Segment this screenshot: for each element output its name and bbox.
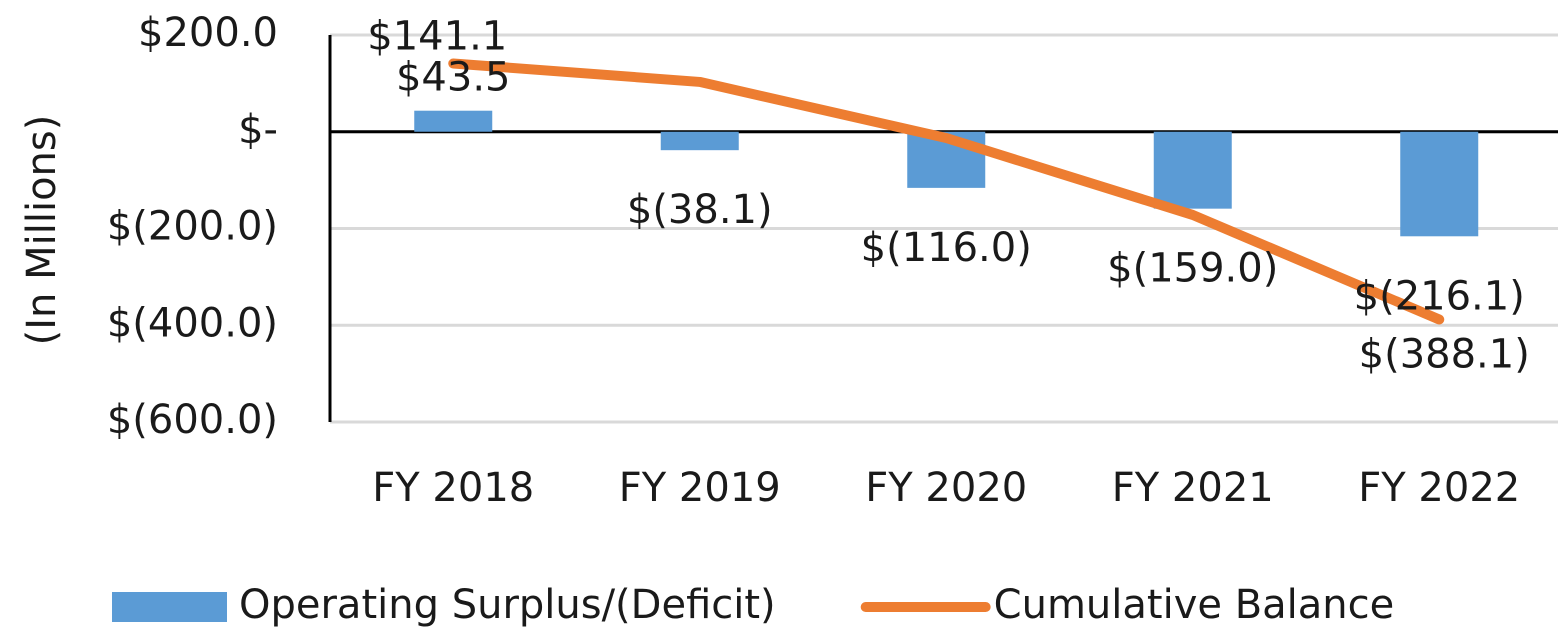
line — [448, 58, 1445, 325]
line-label: $(388.1) — [1359, 331, 1530, 377]
y-tick-label: $- — [238, 107, 278, 153]
line-label: $141.1 — [367, 13, 507, 59]
legend-label: Cumulative Balance — [994, 582, 1395, 628]
bar — [414, 110, 493, 132]
y-axis-label: (In Millions) — [19, 115, 65, 346]
x-tick-label: FY 2020 — [865, 465, 1027, 511]
bar-label: $(38.1) — [627, 187, 773, 233]
y-tick-label: $200.0 — [138, 10, 278, 56]
y-tick-label: $(200.0) — [107, 204, 278, 250]
x-tick-label: FY 2019 — [619, 465, 781, 511]
bar-label: $(216.1) — [1354, 273, 1525, 319]
bar — [1400, 131, 1479, 237]
bar-label: $(159.0) — [1107, 246, 1278, 292]
y-tick-label: $(600.0) — [107, 397, 278, 443]
bar-label: $(116.0) — [861, 225, 1032, 271]
legend-label: Operating Surplus/(Deficit) — [239, 582, 776, 628]
bar — [660, 131, 739, 151]
legend-swatch — [112, 592, 227, 622]
x-tick-label: FY 2018 — [372, 465, 534, 511]
x-tick-label: FY 2022 — [1358, 465, 1520, 511]
x-tick-label: FY 2021 — [1112, 465, 1274, 511]
bar — [1153, 131, 1232, 209]
y-tick-label: $(400.0) — [107, 300, 278, 346]
bar-label: $43.5 — [396, 55, 511, 101]
